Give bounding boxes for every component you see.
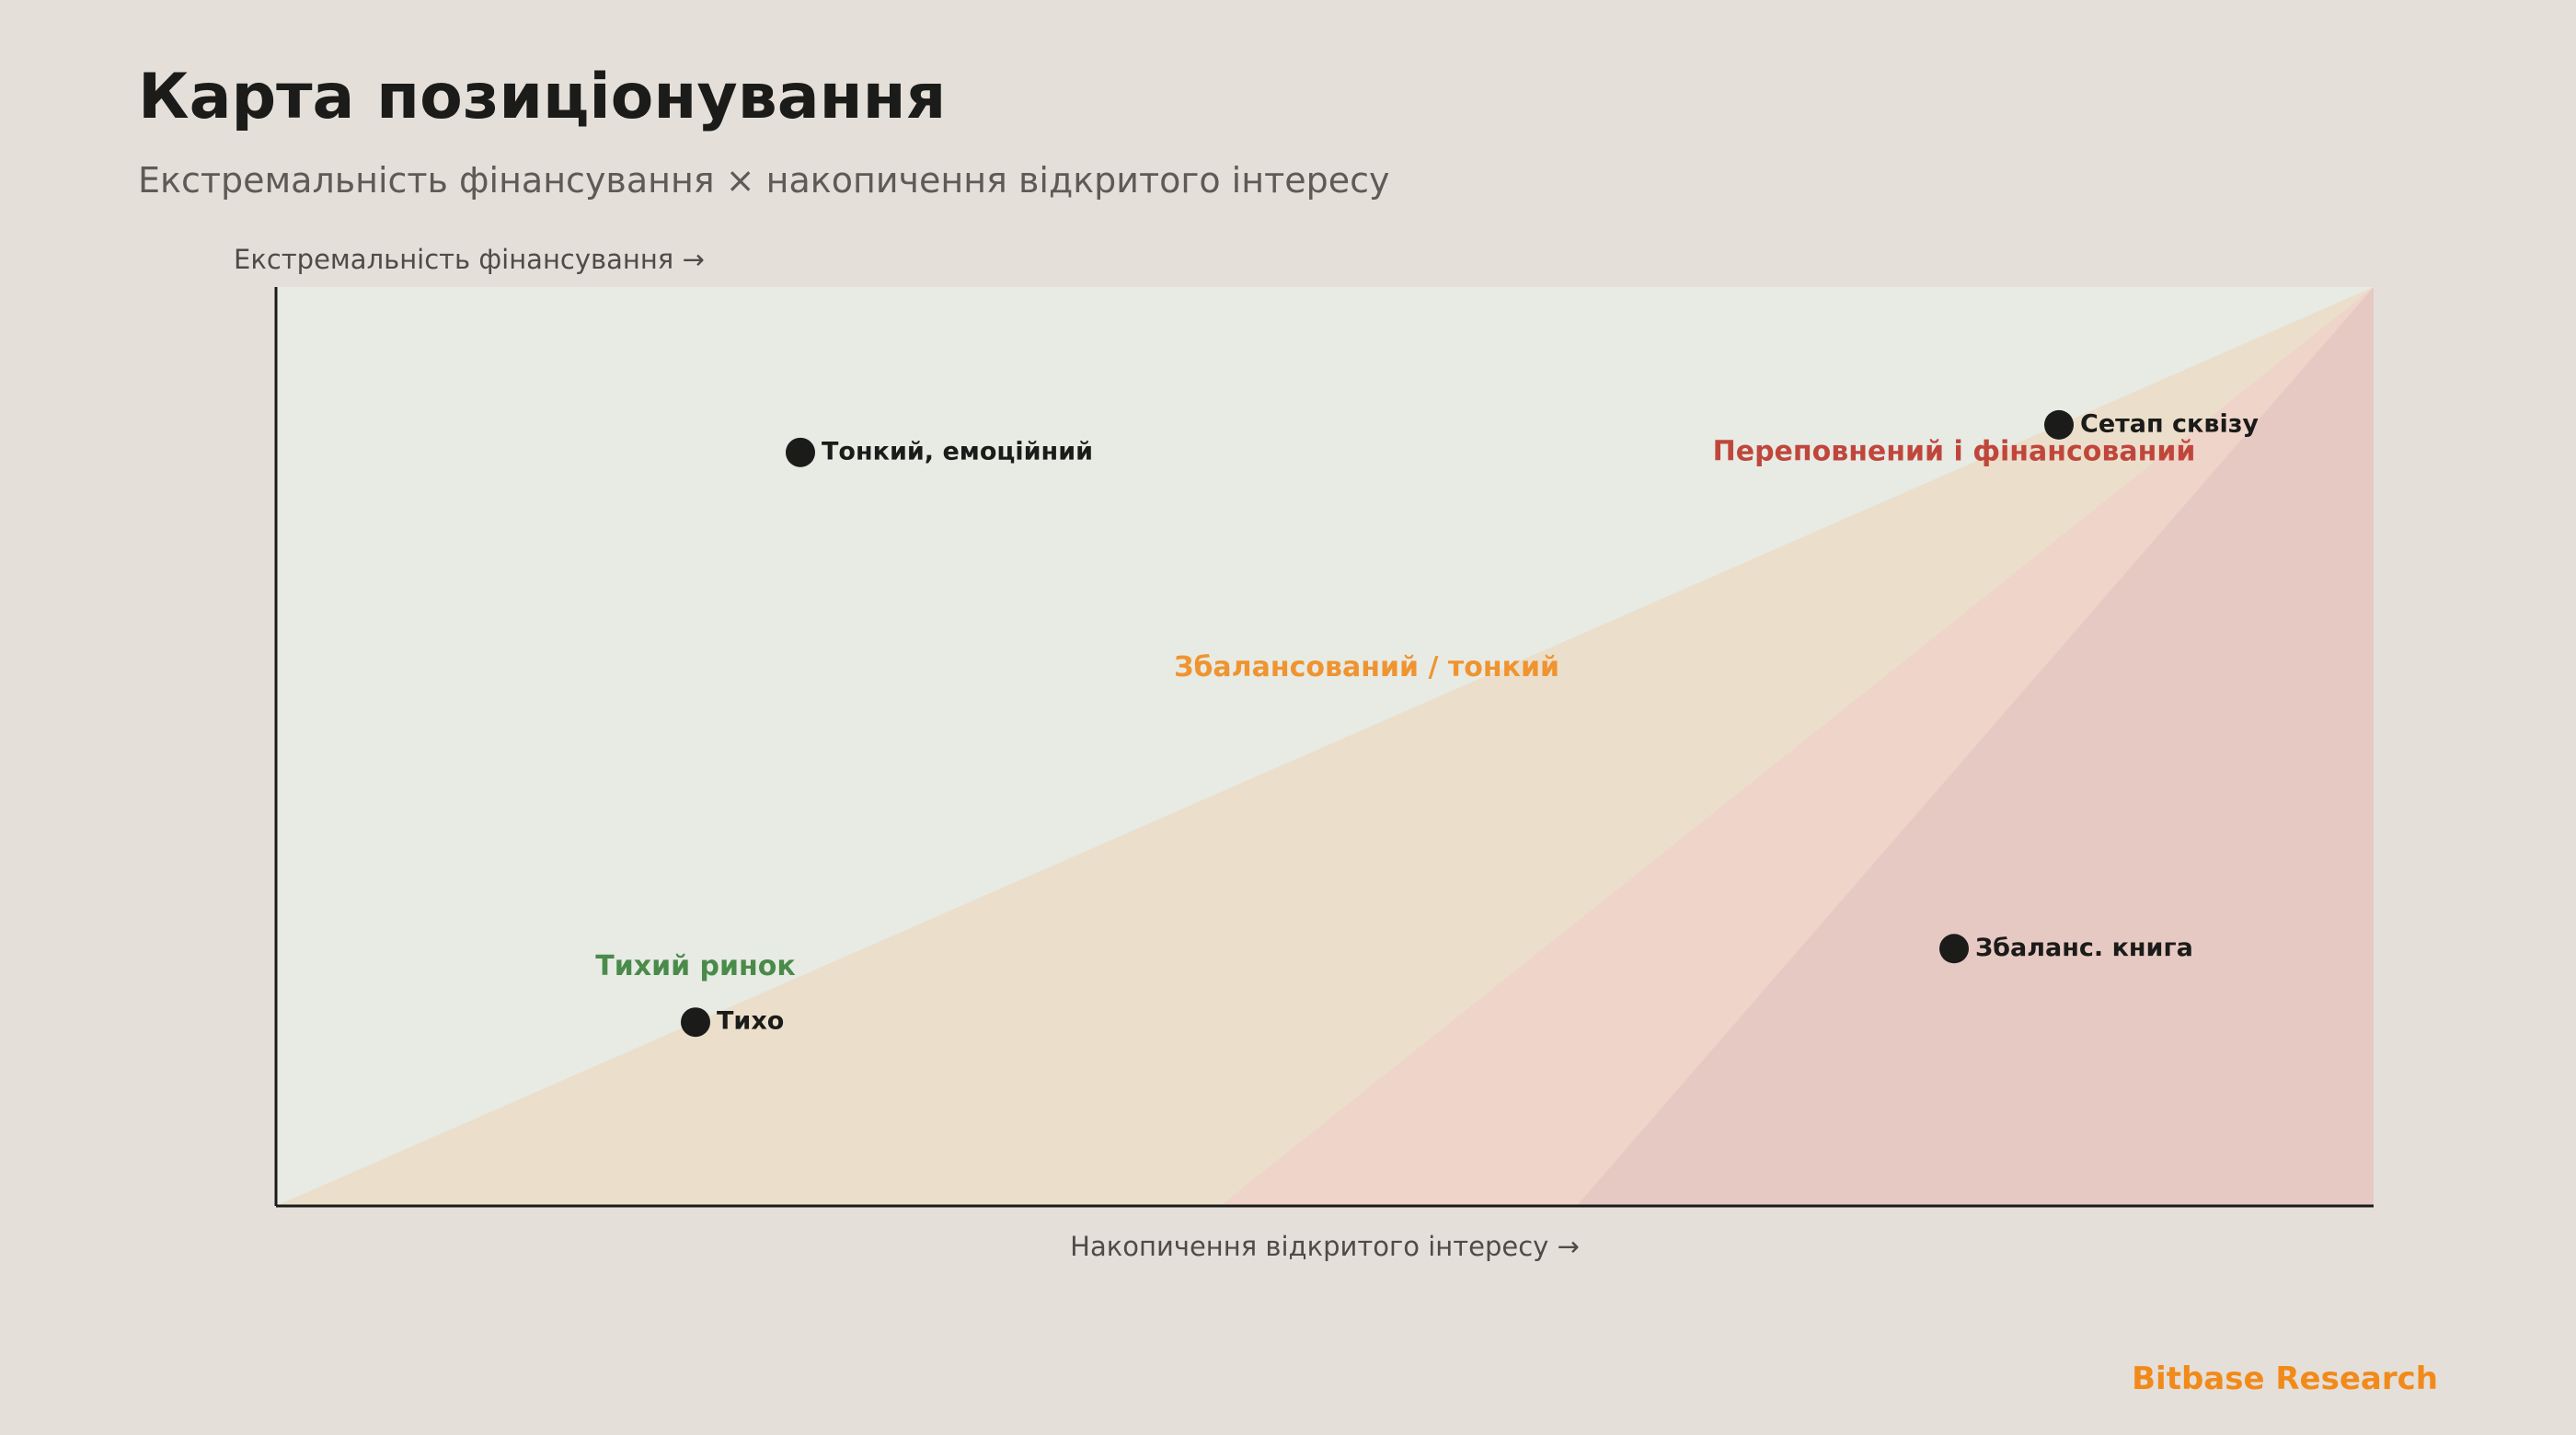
region-labels-layer: Тихий ринок Збалансований / тонкий Перепов… bbox=[595, 435, 2195, 982]
regions-layer bbox=[276, 287, 2374, 1206]
region-label-3: Переповнений і фінансований bbox=[1713, 435, 2196, 467]
data-point-label-0: Тонкий, емоційний bbox=[822, 437, 1093, 465]
data-point-label-2: Тихо bbox=[717, 1007, 784, 1036]
data-point-3 bbox=[1939, 934, 1969, 964]
data-point-0 bbox=[786, 437, 815, 467]
region-3 bbox=[1576, 287, 2374, 1206]
data-point-label-1: Сетап сквізу bbox=[2080, 409, 2259, 438]
region-2 bbox=[1220, 287, 2374, 1206]
points-layer: Тонкий, емоційний Сетап сквізу Тихо Збаланс… bbox=[681, 409, 2259, 1038]
axes-layer bbox=[274, 287, 2374, 1208]
x-axis-label: Накопичення відкритого інтересу → bbox=[1070, 1231, 1580, 1262]
data-point-label-3: Збаланс. книга bbox=[1975, 934, 2193, 962]
data-point-2 bbox=[681, 1007, 710, 1038]
data-point-1 bbox=[2044, 409, 2074, 440]
region-1 bbox=[276, 287, 2374, 1206]
brand-logo-text: Bitbase Research bbox=[2132, 1360, 2438, 1397]
region-label-0: Тихий ринок bbox=[595, 950, 796, 982]
region-label-1: Збалансований / тонкий bbox=[1174, 651, 1559, 683]
y-axis-label: Екстремальність фінансування → bbox=[234, 244, 705, 275]
page-title: Карта позиціонування bbox=[138, 61, 947, 133]
page-subtitle: Екстремальність фінансування × накопичен… bbox=[138, 160, 1390, 201]
